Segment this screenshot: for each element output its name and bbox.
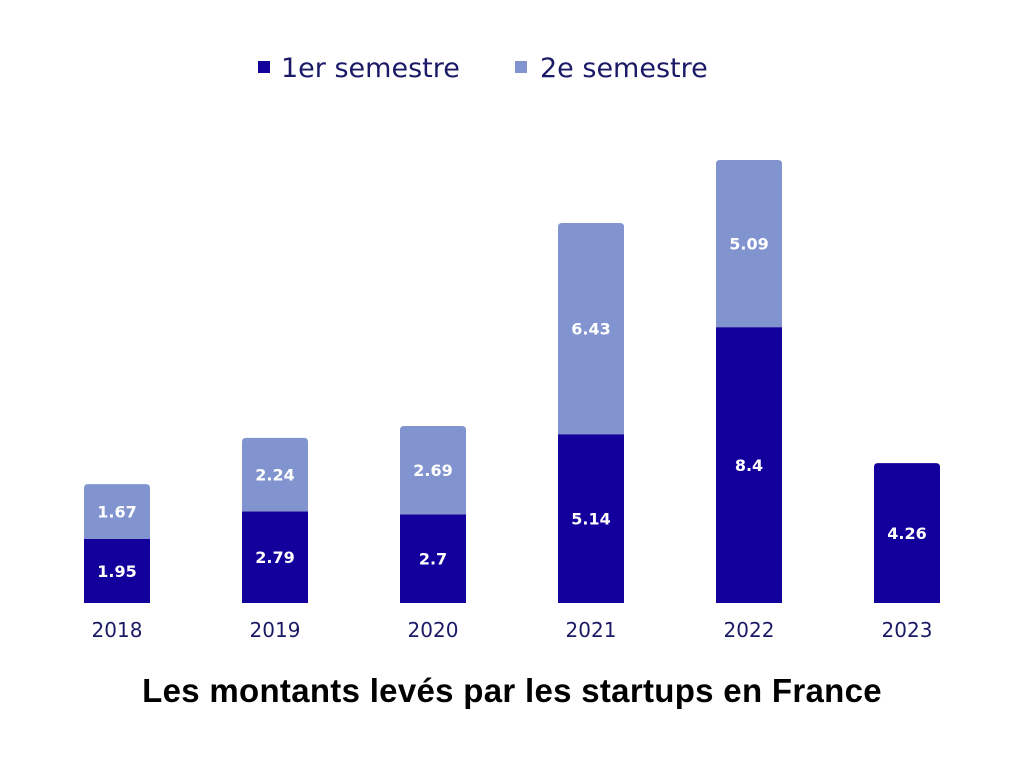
x-tick-label-2020: 2020 (408, 618, 459, 642)
value-labels: 1.95 1.67 2.79 2.24 2.7 2.69 5.14 6.43 8.4 5.09 4.… (97, 235, 926, 581)
legend-label-2e-semestre: 2e semestre (540, 53, 708, 84)
value-label-2021-series-1: 5.14 (571, 510, 610, 529)
value-label-2018-series-1: 1.95 (97, 562, 136, 581)
x-tick-label-2023: 2023 (882, 618, 933, 642)
bar-2021-series-2 (558, 223, 624, 435)
value-label-2019-series-2: 2.24 (255, 466, 294, 485)
stacked-bar-chart: 1er semestre 2e semestre 1.95 1.67 2.79 2.2… (84, 53, 940, 642)
bar-2020-series-2 (400, 425, 466, 515)
legend: 1er semestre 2e semestre (258, 53, 708, 84)
legend-swatch-1er-semestre (258, 61, 270, 73)
bar-2023-series-1 (874, 463, 940, 603)
bar-2019-series-1 (242, 511, 308, 603)
x-tick-label-2022: 2022 (724, 618, 775, 642)
x-axis-ticks: 2018 2019 2020 2021 2022 2023 (92, 618, 933, 642)
bar-2022-series-2 (716, 160, 782, 328)
value-label-2020-series-2: 2.69 (413, 461, 452, 480)
legend-swatch-2e-semestre (515, 61, 527, 73)
legend-label-1er-semestre: 1er semestre (281, 53, 460, 84)
value-label-2023-series-1: 4.26 (887, 524, 926, 543)
chart-title: Les montants levés par les startups en F… (142, 672, 882, 709)
value-label-2022-series-1: 8.4 (735, 456, 763, 475)
x-tick-label-2019: 2019 (250, 618, 301, 642)
bar-2019-series-2 (242, 437, 308, 512)
value-label-2020-series-1: 2.7 (419, 550, 447, 569)
x-tick-label-2018: 2018 (92, 618, 143, 642)
bar-2021-series-1 (558, 434, 624, 603)
bar-2018-series-1 (84, 538, 150, 603)
x-tick-label-2021: 2021 (566, 618, 617, 642)
bar-2020-series-1 (400, 514, 466, 603)
value-label-2018-series-2: 1.67 (97, 503, 136, 522)
bar-2022-series-1 (716, 327, 782, 603)
value-label-2022-series-2: 5.09 (729, 235, 768, 254)
bar-2018-series-2 (84, 484, 150, 539)
value-label-2021-series-2: 6.43 (571, 320, 610, 339)
value-label-2019-series-1: 2.79 (255, 548, 294, 567)
bars (84, 160, 940, 603)
